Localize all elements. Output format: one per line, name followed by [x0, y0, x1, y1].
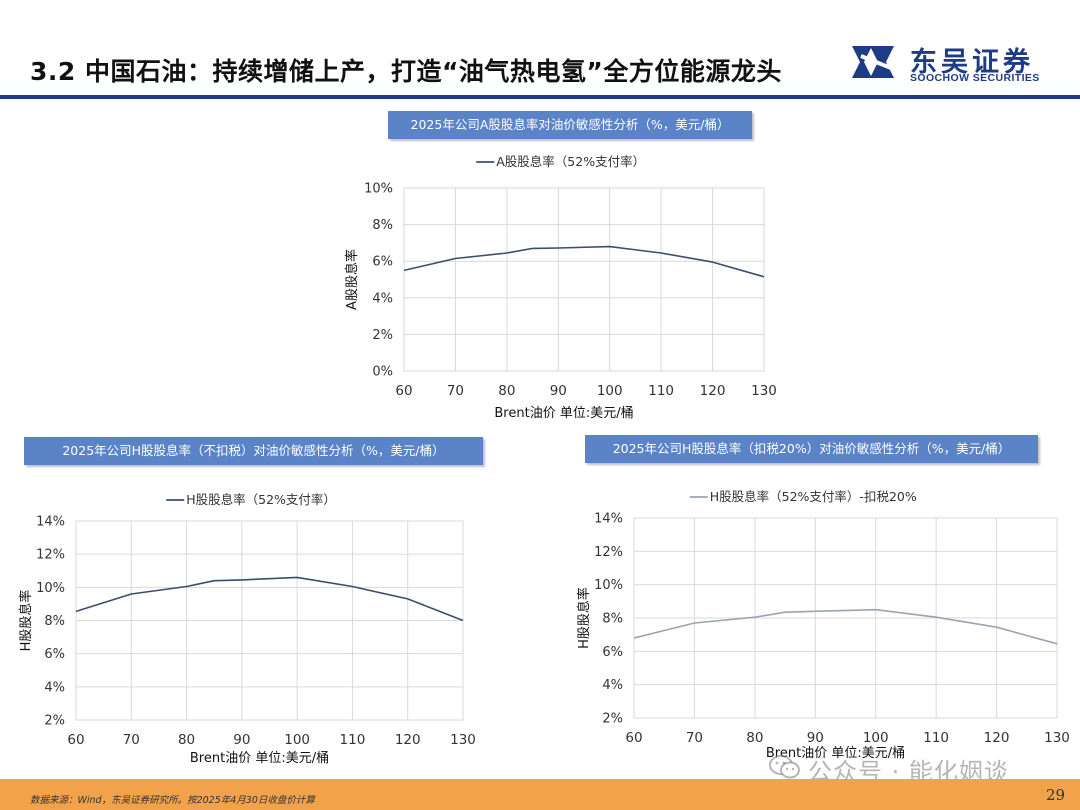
chart-a-ytick-label: 6%: [372, 255, 393, 270]
chart-a-y-axis-title: A股股息率: [344, 249, 360, 310]
chart-a-caption: 2025年公司A股股息率对油价敏感性分析（%，美元/桶）: [388, 111, 752, 139]
chart-b-xtick-label: 130: [450, 732, 476, 748]
chart-a-xtick-label: 90: [550, 383, 567, 399]
chart-a-xtick-label: 100: [597, 383, 623, 399]
chart-c-ytick-label: 2%: [602, 712, 623, 727]
chart-a-ytick-label: 10%: [364, 182, 393, 197]
chart-b-xtick-label: 70: [123, 732, 140, 748]
chart-b-ytick-label: 2%: [44, 714, 65, 729]
chart-b-legend-label: H股股息率（52%支付率）: [186, 492, 336, 507]
chart-b-series-line: [75, 576, 464, 622]
chart-a-xtick-label: 130: [751, 383, 777, 399]
chart-a-ytick-label: 8%: [372, 218, 393, 233]
chart-b-xtick-label: 90: [233, 732, 250, 748]
chart-c-y-axis-title: H股股息率: [576, 587, 592, 649]
chart-a-ytick-label: 4%: [372, 291, 393, 306]
chart-b-ytick-label: 12%: [36, 548, 65, 563]
chart-c-ytick-label: 10%: [594, 578, 623, 593]
chart-c-legend-label: H股股息率（52%支付率）-扣税20%: [710, 489, 917, 504]
chart-a-xtick-label: 70: [447, 383, 464, 399]
brand-name-cn: 东吴证券: [910, 47, 1034, 78]
chart-a-xtick-label: 60: [395, 383, 412, 399]
chart-b-xtick-label: 110: [340, 732, 366, 748]
chart-a-legend-label: A股股息率（52%支付率）: [496, 154, 645, 169]
header-divider: [0, 95, 1080, 99]
chart-b-ytick-label: 4%: [44, 680, 65, 695]
chart-c-xtick-label: 130: [1044, 730, 1070, 746]
chart-c-caption: 2025年公司H股股息率（扣税20%）对油价敏感性分析（%，美元/桶）: [585, 435, 1038, 463]
chart-c-xtick-label: 60: [625, 730, 642, 746]
chart-a-xtick-label: 120: [700, 383, 726, 399]
chart-c-ytick-label: 14%: [594, 512, 623, 527]
chart-b-xtick-label: 120: [395, 732, 421, 748]
page-number: 29: [1046, 786, 1066, 804]
brand-name-en: SOOCHOW SECURITIES: [910, 72, 1040, 84]
chart-b-y-axis-title: H股股息率: [18, 590, 34, 652]
chart-b-ytick-label: 14%: [36, 515, 65, 530]
chart-c-ytick-label: 12%: [594, 545, 623, 560]
chart-b-xtick-label: 80: [178, 732, 195, 748]
chart-a-series-line: [403, 245, 765, 278]
chart-a-xtick-label: 80: [498, 383, 515, 399]
chart-c-xtick-label: 80: [746, 730, 763, 746]
chart-b-caption: 2025年公司H股股息率（不扣税）对油价敏感性分析（%，美元/桶）: [24, 437, 483, 465]
chart-c-xtick-label: 120: [984, 730, 1010, 746]
chart-a-x-axis-title: Brent油价 单位:美元/桶: [494, 406, 633, 421]
data-source-note: 数据来源：Wind，东吴证券研究所。按2025年4月30日收盘价计算: [30, 795, 315, 806]
chart-c-ytick-label: 6%: [602, 645, 623, 660]
chart-b-x-axis-title: Brent油价 单位:美元/桶: [190, 751, 329, 766]
chart-c-series-line: [633, 608, 1058, 645]
chart-c-xtick-label: 100: [863, 730, 889, 746]
footer-bar: [0, 779, 1080, 810]
chart-a-ytick-label: 0%: [372, 365, 393, 380]
wechat-icon: [769, 755, 800, 779]
chart-c-xtick-label: 90: [807, 730, 824, 746]
chart-b-ytick-label: 10%: [36, 581, 65, 596]
brand: 东吴证券 SOOCHOW SECURITIES: [850, 40, 1060, 90]
chart-c-ytick-label: 8%: [602, 612, 623, 627]
chart-b-xtick-label: 100: [284, 732, 310, 748]
chart-b-ytick-label: 8%: [44, 614, 65, 629]
chart-c-xtick-label: 110: [923, 730, 949, 746]
chart-c-x-axis-title: Brent油价 单位:美元/桶: [766, 746, 905, 761]
chart-a-ytick-label: 2%: [372, 328, 393, 343]
chart-c-ytick-label: 4%: [602, 678, 623, 693]
chart-b-xtick-label: 60: [67, 732, 84, 748]
chart-b-ytick-label: 6%: [44, 647, 65, 662]
chart-a-plot-area: [403, 187, 765, 372]
page-title: 3.2 中国石油：持续增储上产，打造“油气热电氢”全方位能源龙头: [30, 57, 782, 86]
chart-c-xtick-label: 70: [686, 730, 703, 746]
chart-a-xtick-label: 110: [648, 383, 674, 399]
soochow-logo-icon: [850, 42, 902, 82]
